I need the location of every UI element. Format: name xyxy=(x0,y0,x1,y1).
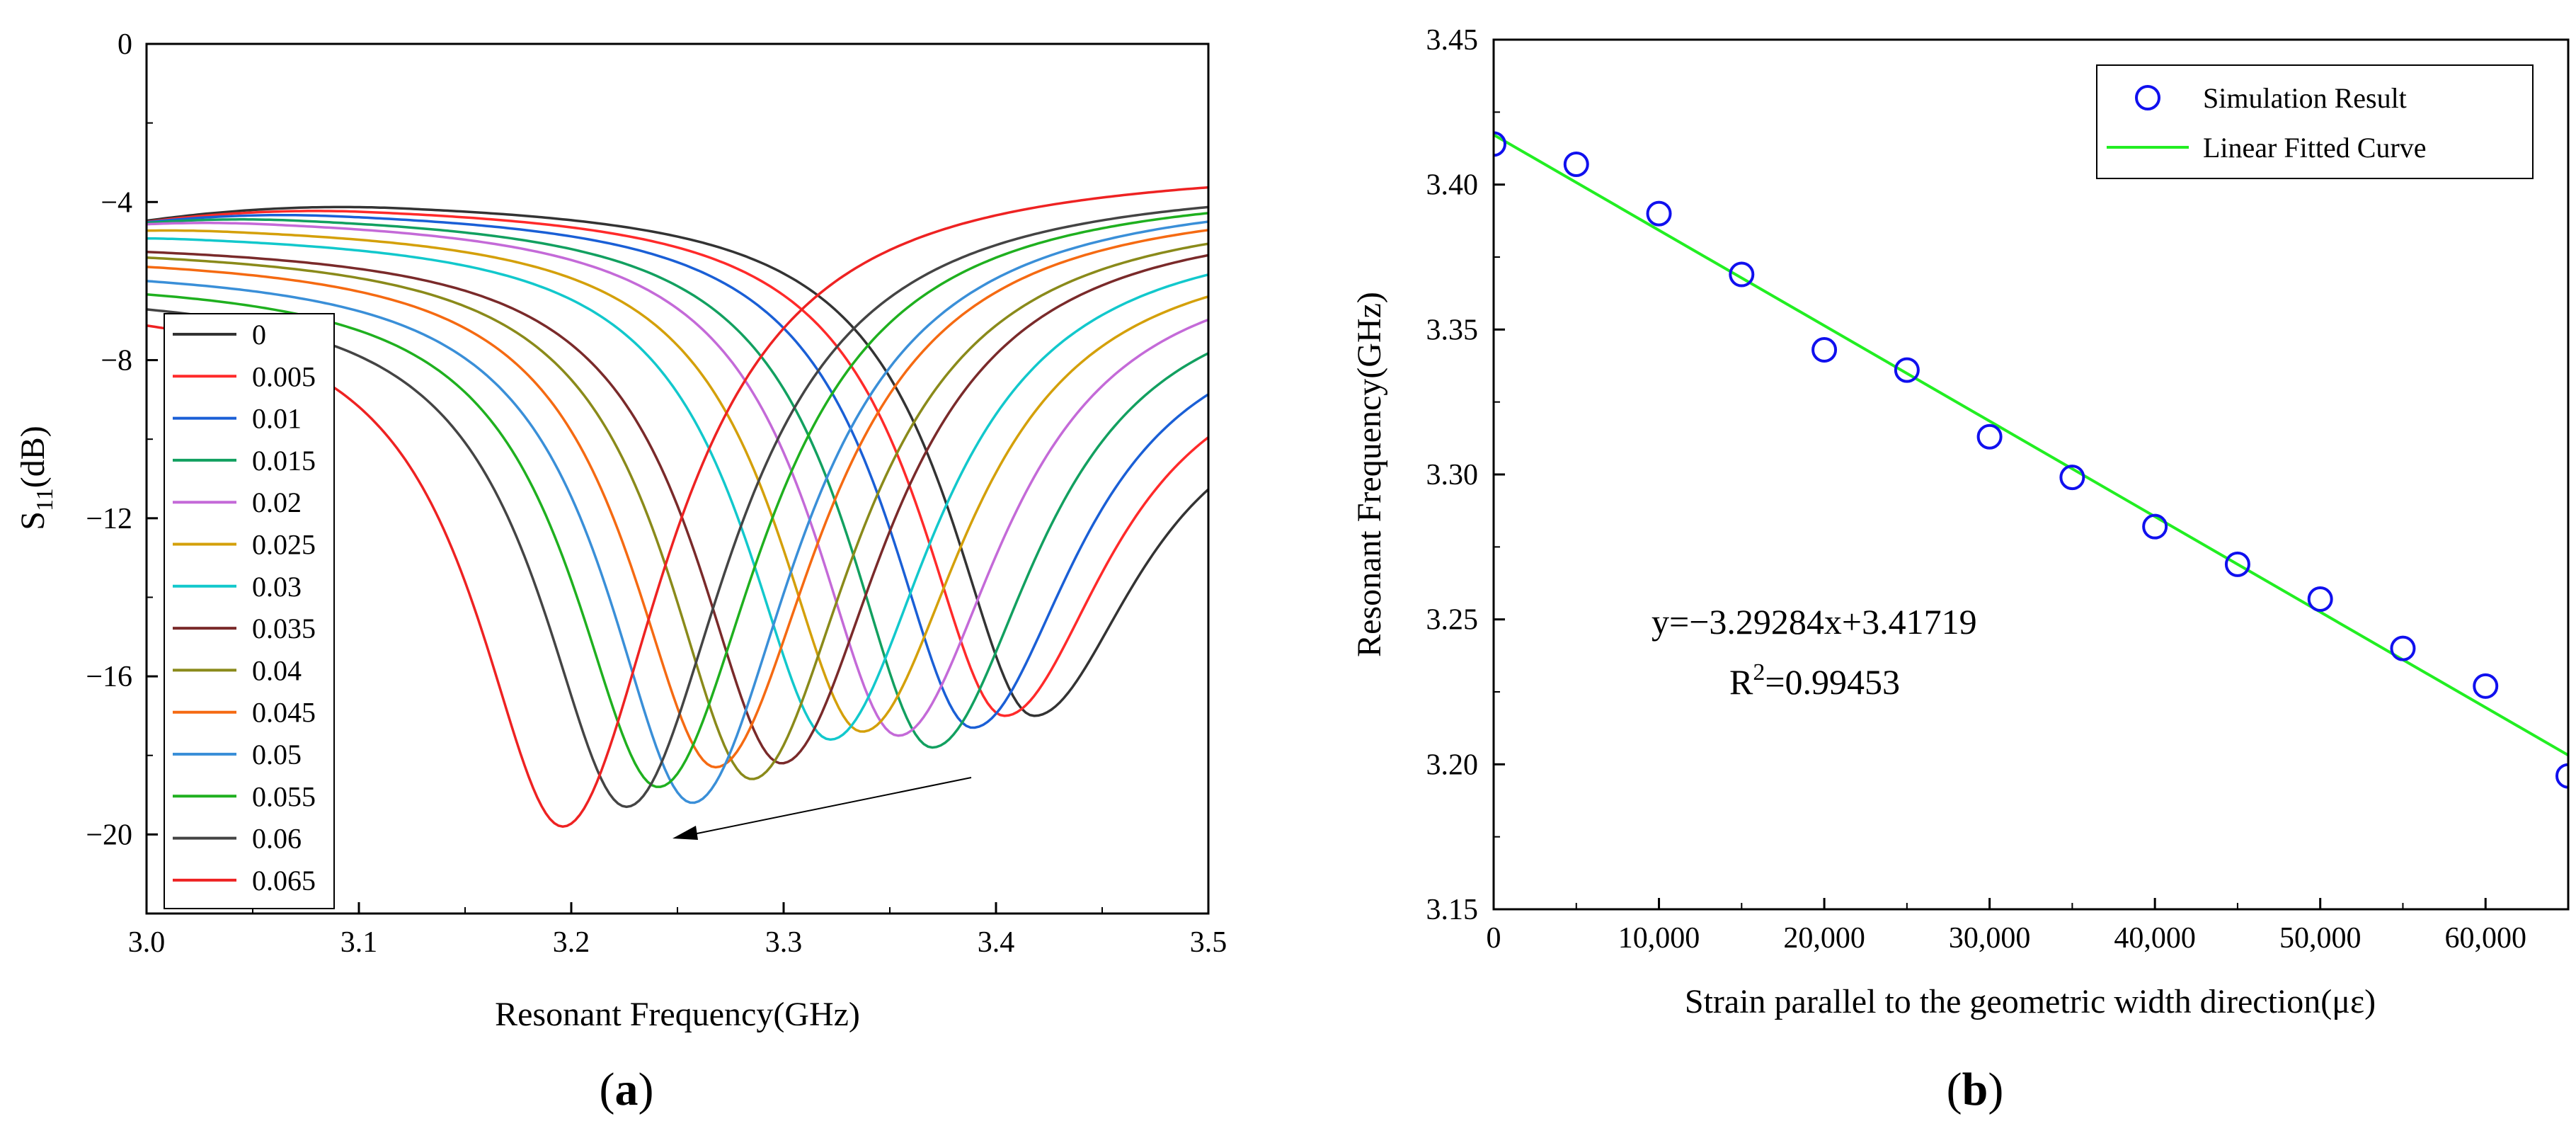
panel-b-fit-line xyxy=(1494,133,2568,757)
simulation-point xyxy=(1811,336,1838,363)
simulation-point xyxy=(2224,551,2250,577)
s11-curve-0.05 xyxy=(147,220,1208,804)
simulation-point xyxy=(2059,465,2085,491)
simulation-point xyxy=(1976,423,2003,450)
s11-curve-0.02 xyxy=(147,222,1208,737)
panel-b-ytick-label: 3.30 xyxy=(1426,459,1479,491)
legend-marker-simulation xyxy=(2135,85,2160,110)
s11-curve-0.04 xyxy=(147,242,1208,780)
panel-a-caption: (a) xyxy=(600,1064,654,1115)
s11-curve-0.03 xyxy=(147,237,1208,741)
s11-curve-0.015 xyxy=(147,218,1208,749)
linear-fit-line xyxy=(1494,133,2568,757)
s11-curve-0.035 xyxy=(147,250,1208,765)
s11-curve-0 xyxy=(147,205,1208,717)
panel-b-ytick-label: 3.35 xyxy=(1426,314,1479,346)
simulation-point xyxy=(2555,763,2568,789)
panel-b-xtick-label: 30,000 xyxy=(1949,922,2031,955)
legend-label-0.01: 0.01 xyxy=(252,403,302,435)
simulation-point xyxy=(2390,635,2416,661)
simulation-point xyxy=(1646,200,1672,227)
legend-label-0.035: 0.035 xyxy=(252,613,316,644)
panel-a-curves xyxy=(147,186,1208,828)
panel-a-xtick-label: 3.4 xyxy=(978,926,1015,959)
panel-a-ytick-label: 0 xyxy=(118,28,132,61)
panel-a-ytick-label: −16 xyxy=(86,661,132,693)
panel-a-xtick-label: 3.5 xyxy=(1190,926,1227,959)
legend-label-0.06: 0.06 xyxy=(252,823,302,855)
legend-label-fit: Linear Fitted Curve xyxy=(2203,132,2426,164)
panel-b-axis-ticks: 0 10,000 20,000 30,000 40,000 50,000 60,000 3.1… xyxy=(1426,24,2526,955)
panel-b-ytick-label: 3.45 xyxy=(1426,24,1479,57)
s11-curve-0.025 xyxy=(147,229,1208,733)
shift-arrow-line xyxy=(686,777,972,836)
panel-a-frame xyxy=(145,42,1210,915)
legend-label-0.005: 0.005 xyxy=(252,360,316,392)
simulation-point xyxy=(2142,513,2168,540)
panel-b: 0 10,000 20,000 30,000 40,000 50,000 60,000 3.1… xyxy=(1351,24,2570,1115)
panel-b-xtick-label: 60,000 xyxy=(2444,922,2526,955)
panel-a-legend: 0 0.005 0.01 0.015 0.02 0.025 0.03 0.035 0.04 0.0… xyxy=(164,313,335,909)
panel-b-ytick-label: 3.20 xyxy=(1426,749,1479,781)
legend-label-0: 0 xyxy=(252,319,266,351)
panel-b-legend: Simulation Result Linear Fitted Curve xyxy=(2096,64,2534,179)
panel-b-xtick-label: 20,000 xyxy=(1783,922,1865,955)
legend-label-0.045: 0.045 xyxy=(252,697,316,729)
simulation-point xyxy=(1494,131,1506,157)
panel-a-xtick-label: 3.2 xyxy=(553,926,590,959)
panel-b-xtick-label: 10,000 xyxy=(1618,922,1700,955)
panel-a: 3.0 3.1 3.2 3.3 3.4 3.50−4−8−12−16−20 00.0050… xyxy=(14,28,1227,1115)
panel-b-ytick-label: 3.15 xyxy=(1426,894,1479,926)
fit-r-squared: R2=0.99453 xyxy=(1729,659,1900,702)
panel-a-xtick-label: 3.1 xyxy=(340,926,378,959)
panel-a-y-axis-label: S11(dB) xyxy=(14,426,58,530)
panel-b-x-axis-label: Strain parallel to the geometric width d… xyxy=(1685,983,2376,1020)
legend-label-0.05: 0.05 xyxy=(252,739,302,770)
simulation-point xyxy=(1894,357,1920,383)
s11-curve-0.01 xyxy=(147,213,1208,729)
simulation-point xyxy=(2307,586,2333,613)
panel-a-ytick-label: −20 xyxy=(86,819,132,851)
panel-a-x-axis-label: Resonant Frequency(GHz) xyxy=(495,996,860,1033)
panel-b-ytick-label: 3.40 xyxy=(1426,169,1479,202)
legend-label-0.025: 0.025 xyxy=(252,529,316,561)
legend-label-0.02: 0.02 xyxy=(252,487,302,518)
panel-b-y-axis-label: Resonant Frequency(GHz) xyxy=(1351,292,1388,657)
legend-label-0.015: 0.015 xyxy=(252,445,316,477)
panel-a-xtick-label: 3.0 xyxy=(128,926,166,959)
legend-label-0.04: 0.04 xyxy=(252,654,302,686)
panel-b-xtick-label: 50,000 xyxy=(2279,922,2362,955)
simulation-point xyxy=(1729,261,1755,288)
panel-a-ytick-label: −12 xyxy=(86,503,132,535)
panel-b-frame xyxy=(1492,38,2570,911)
panel-b-points xyxy=(1494,131,2568,789)
simulation-point xyxy=(1563,152,1589,178)
s11-curve-0.005 xyxy=(147,210,1208,717)
panel-a-axis-ticks: 3.0 3.1 3.2 3.3 3.4 3.5 0 −4 −8 −12 −16 −20 xyxy=(86,28,1227,959)
legend-label-simulation: Simulation Result xyxy=(2203,82,2407,114)
panel-a-ytick-label: −8 xyxy=(101,345,132,377)
panel-b-xtick-label: 0 xyxy=(1487,922,1501,955)
simulation-point xyxy=(2473,673,2499,699)
shift-arrow-head xyxy=(672,826,698,840)
fit-equation: y=−3.29284x+3.41719 xyxy=(1651,602,1977,642)
panel-b-caption: (b) xyxy=(1947,1064,2004,1115)
panel-a-xtick-label: 3.3 xyxy=(765,926,803,959)
legend-label-0.03: 0.03 xyxy=(252,571,302,603)
legend-label-0.055: 0.055 xyxy=(252,780,316,812)
legend-label-0.065: 0.065 xyxy=(252,865,316,897)
panel-b-ytick-label: 3.25 xyxy=(1426,604,1479,637)
panel-b-xtick-label: 40,000 xyxy=(2114,922,2196,955)
s11-curve-0.045 xyxy=(147,229,1208,769)
panel-a-ytick-label: −4 xyxy=(101,186,132,219)
